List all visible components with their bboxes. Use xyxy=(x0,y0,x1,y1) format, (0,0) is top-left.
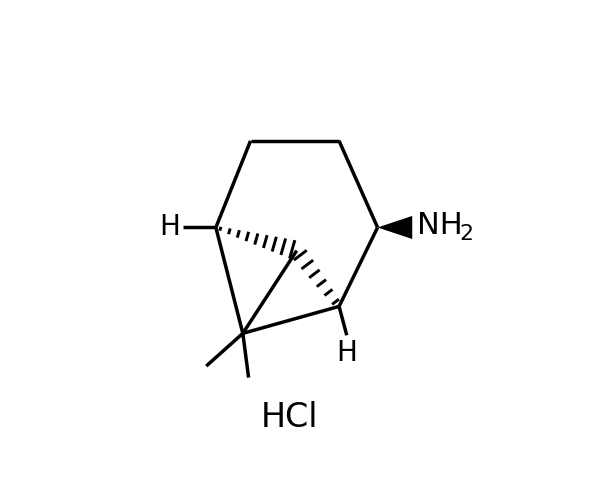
Polygon shape xyxy=(378,216,412,239)
Text: H: H xyxy=(159,214,180,242)
Text: HCl: HCl xyxy=(260,401,318,434)
Text: 2: 2 xyxy=(459,224,473,244)
Text: NH: NH xyxy=(417,211,463,240)
Text: H: H xyxy=(336,339,357,367)
